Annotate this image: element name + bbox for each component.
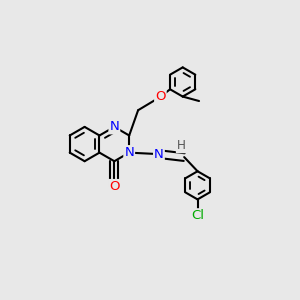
- Text: N: N: [124, 146, 134, 159]
- Text: N: N: [154, 148, 164, 160]
- Text: H: H: [177, 139, 186, 152]
- Text: O: O: [109, 180, 120, 193]
- Text: N: N: [110, 120, 119, 134]
- Text: Cl: Cl: [191, 209, 204, 222]
- Text: O: O: [155, 90, 166, 103]
